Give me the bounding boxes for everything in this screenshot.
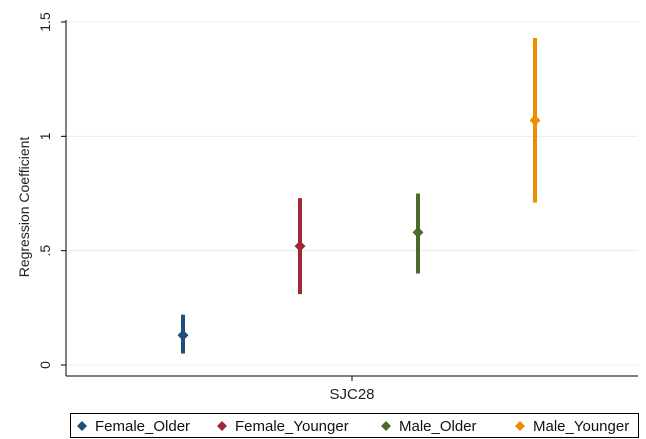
estimate-point — [294, 240, 306, 252]
legend-marker — [515, 421, 525, 431]
y-axis-ticks: 0 .5 1 1.5 — [37, 12, 66, 369]
data-marks — [177, 38, 541, 354]
y-tick-label: 1.5 — [37, 12, 53, 32]
x-category-label: SJC28 — [329, 386, 374, 403]
legend-marker — [217, 421, 227, 431]
y-axis-label: Regression Coefficient — [16, 137, 32, 278]
legend-marker — [77, 421, 87, 431]
legend-label: Female_Younger — [235, 418, 349, 435]
estimate-point — [529, 114, 541, 126]
legend-marker — [381, 421, 391, 431]
legend-label: Male_Younger — [533, 418, 629, 435]
axes — [65, 20, 638, 381]
legend: Female_Older Female_Younger Male_Older Male… — [70, 413, 639, 438]
gridlines — [66, 21, 638, 366]
estimate-point — [412, 226, 424, 238]
y-tick-label: .5 — [37, 245, 53, 257]
legend-label: Male_Older — [399, 418, 477, 435]
legend-box — [70, 413, 639, 438]
y-tick-label: 0 — [37, 361, 53, 369]
y-tick-label: 1 — [37, 132, 53, 140]
legend-label: Female_Older — [95, 418, 190, 435]
estimate-point — [177, 329, 189, 341]
